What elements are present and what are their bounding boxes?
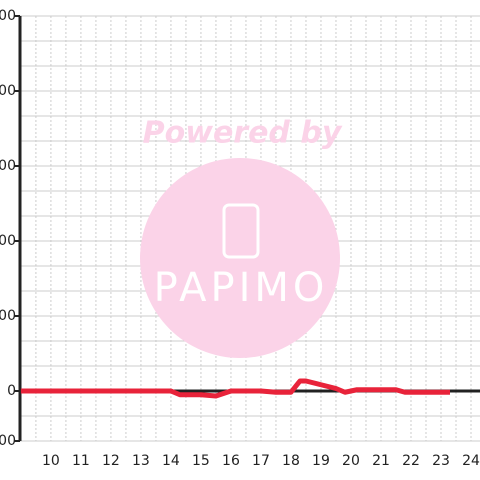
x-tick-label: 12: [102, 453, 120, 469]
y-tick-label: 150,000: [0, 8, 16, 24]
watermark-phone: [222, 203, 260, 259]
watermark: Powered by PAPIMO: [140, 116, 343, 358]
watermark-top: Powered by: [143, 116, 343, 151]
x-tick-label: 19: [312, 453, 330, 469]
x-tick-label: 16: [222, 453, 240, 469]
y-tick-label: -20,000: [0, 433, 16, 449]
x-tick-label: 22: [402, 453, 420, 469]
y-tick-label: 60,000: [0, 233, 16, 249]
x-tick-label: 24: [462, 453, 480, 469]
x-tick-label: 14: [162, 453, 180, 469]
y-tick-label: 120,000: [0, 83, 16, 99]
x-tick-label: 23: [432, 453, 450, 469]
y-tick-label: 30,000: [0, 308, 16, 324]
x-tick-label: 10: [42, 453, 60, 469]
y-tick-label: 0: [7, 383, 16, 399]
y-tick-label: 90,000: [0, 158, 16, 174]
x-tick-label: 20: [342, 453, 360, 469]
x-tick-label: 13: [132, 453, 150, 469]
line: [20, 378, 450, 399]
x-tick-label: 11: [72, 453, 90, 469]
x-tick-label: 18: [282, 453, 300, 469]
x-tick-label: 21: [372, 453, 390, 469]
x-tick-label: 17: [252, 453, 270, 469]
watermark-brand: PAPIMO: [154, 265, 329, 311]
x-tick-label: 15: [192, 453, 210, 469]
